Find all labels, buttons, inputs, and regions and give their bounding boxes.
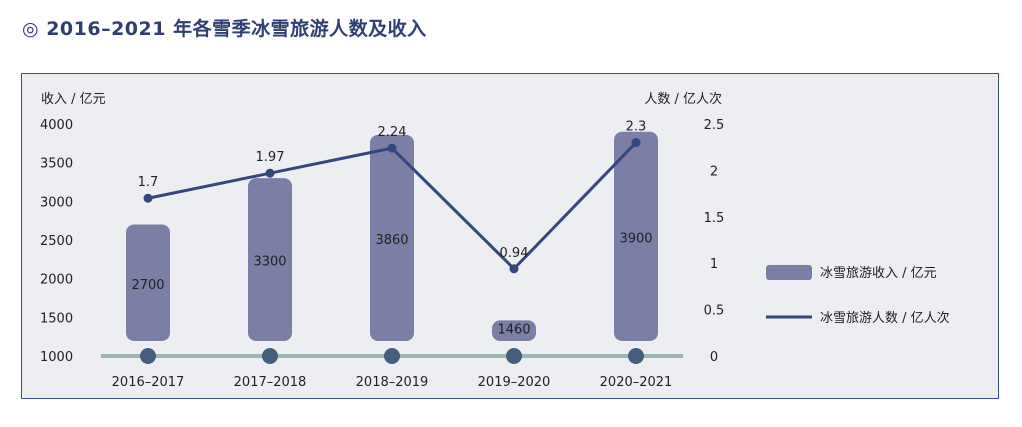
right-tick-label: 0.5 <box>704 304 725 319</box>
category-marker <box>262 348 278 364</box>
visitors-point <box>631 138 641 148</box>
right-tick-label: 1 <box>710 257 718 272</box>
category-marker <box>506 348 522 364</box>
income-value-label: 2700 <box>131 278 164 293</box>
category-label: 2020–2021 <box>600 375 673 390</box>
left-tick-label: 1000 <box>40 350 73 365</box>
income-value-label: 3860 <box>375 233 408 248</box>
income-bar <box>370 134 414 341</box>
left-tick-label: 3000 <box>40 195 73 210</box>
right-axis-title: 人数 / 亿人次 <box>644 91 722 107</box>
income-bar <box>248 178 292 341</box>
legend-income-swatch <box>766 265 812 280</box>
category-label: 2016–2017 <box>112 375 185 390</box>
visitors-value-label: 2.24 <box>378 125 407 140</box>
category-marker <box>140 348 156 364</box>
income-value-label: 3300 <box>253 255 286 270</box>
page-title: ◎ 2016–2021 年各雪季冰雪旅游人数及收入 <box>22 18 427 40</box>
right-tick-label: 2 <box>710 164 718 179</box>
income-bar <box>614 131 658 341</box>
income-value-label: 3900 <box>619 231 652 246</box>
left-tick-label: 2000 <box>40 273 73 288</box>
left-axis-title: 收入 / 亿元 <box>41 92 106 107</box>
chart-panel <box>21 73 999 399</box>
category-label: 2018–2019 <box>356 375 429 390</box>
left-tick-label: 3500 <box>40 157 73 172</box>
visitors-point <box>387 143 397 153</box>
left-tick-label: 4000 <box>40 118 73 133</box>
visitors-point <box>143 193 153 203</box>
legend-income-label: 冰雪旅游收入 / 亿元 <box>820 266 937 281</box>
category-label: 2017–2018 <box>234 375 307 390</box>
category-label: 2019–2020 <box>478 375 551 390</box>
category-marker <box>628 348 644 364</box>
visitors-point <box>265 168 275 178</box>
visitors-value-label: 1.97 <box>256 150 285 165</box>
left-tick-label: 2500 <box>40 234 73 249</box>
visitors-value-label: 1.7 <box>138 175 159 190</box>
visitors-point <box>509 264 519 274</box>
income-bar <box>126 224 170 341</box>
visitors-value-label: 2.3 <box>626 120 647 135</box>
income-bar <box>492 320 536 341</box>
income-value-label: 1460 <box>497 322 530 337</box>
left-tick-label: 1500 <box>40 311 73 326</box>
right-tick-label: 2.5 <box>704 118 725 133</box>
right-tick-label: 1.5 <box>704 211 725 226</box>
legend-visitors-label: 冰雪旅游人数 / 亿人次 <box>820 310 950 326</box>
visitors-value-label: 0.94 <box>500 246 529 261</box>
category-marker <box>384 348 400 364</box>
right-tick-label: 0 <box>710 350 718 365</box>
